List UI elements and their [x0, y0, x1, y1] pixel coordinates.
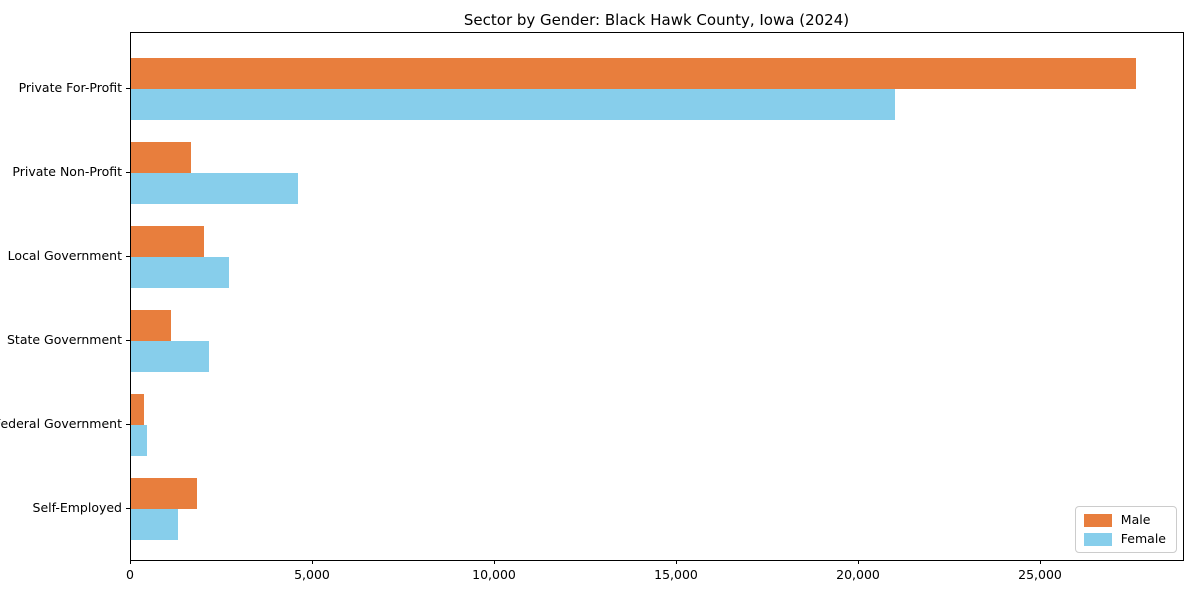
legend-swatch-male — [1083, 513, 1112, 527]
legend-label-male: Male — [1120, 512, 1151, 527]
bar-female-state-government — [131, 341, 209, 372]
x-tick-label-15000: 15,000 — [654, 567, 698, 582]
legend-swatch-female — [1083, 532, 1112, 546]
bar-male-private-for-profit — [131, 58, 1136, 89]
y-tick-label-local-government: Local Government — [7, 248, 122, 263]
legend-item-male: Male — [1083, 512, 1166, 527]
bar-female-local-government — [131, 257, 229, 288]
bar-male-private-non-profit — [131, 142, 191, 173]
bar-female-private-for-profit — [131, 89, 895, 120]
y-tick-mark — [126, 88, 130, 89]
bar-male-federal-government — [131, 394, 144, 425]
x-tick-label-20000: 20,000 — [836, 567, 880, 582]
y-tick-label-state-government: State Government — [6, 332, 122, 347]
x-tick-label-25000: 25,000 — [1018, 567, 1062, 582]
bar-male-state-government — [131, 310, 171, 341]
y-tick-label-self-employed: Self-Employed — [32, 500, 122, 515]
x-tick-mark — [1040, 560, 1041, 564]
x-tick-mark — [130, 560, 131, 564]
x-tick-mark — [494, 560, 495, 564]
y-tick-mark — [126, 508, 130, 509]
x-tick-label-5000: 5,000 — [294, 567, 330, 582]
bar-female-federal-government — [131, 425, 147, 456]
chart-title: Sector by Gender: Black Hawk County, Iow… — [463, 11, 850, 29]
plot-area: Male Female — [130, 32, 1184, 561]
y-tick-label-federal-government: Federal Government — [0, 416, 122, 431]
bar-male-self-employed — [131, 478, 197, 509]
y-tick-mark — [126, 340, 130, 341]
bar-male-local-government — [131, 226, 204, 257]
y-tick-mark — [126, 256, 130, 257]
y-tick-mark — [126, 424, 130, 425]
y-tick-label-private-non-profit: Private Non-Profit — [12, 164, 122, 179]
x-tick-label-0: 0 — [126, 567, 134, 582]
legend: Male Female — [1074, 506, 1177, 553]
bar-female-self-employed — [131, 509, 178, 540]
bar-female-private-non-profit — [131, 173, 298, 204]
y-tick-label-private-for-profit: Private For-Profit — [18, 80, 122, 95]
legend-label-female: Female — [1120, 531, 1166, 546]
x-tick-mark — [858, 560, 859, 564]
x-tick-mark — [676, 560, 677, 564]
y-tick-mark — [126, 172, 130, 173]
x-tick-label-10000: 10,000 — [472, 567, 516, 582]
legend-item-female: Female — [1083, 531, 1166, 546]
x-tick-mark — [312, 560, 313, 564]
